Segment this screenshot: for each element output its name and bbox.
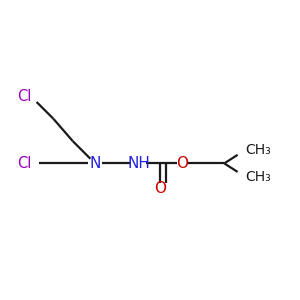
Text: NH: NH	[127, 156, 150, 171]
Text: Cl: Cl	[17, 89, 31, 104]
Text: O: O	[176, 156, 188, 171]
Text: N: N	[89, 156, 101, 171]
Text: CH₃: CH₃	[245, 170, 271, 184]
Text: Cl: Cl	[17, 156, 31, 171]
Text: CH₃: CH₃	[245, 143, 271, 157]
Text: O: O	[154, 181, 166, 196]
